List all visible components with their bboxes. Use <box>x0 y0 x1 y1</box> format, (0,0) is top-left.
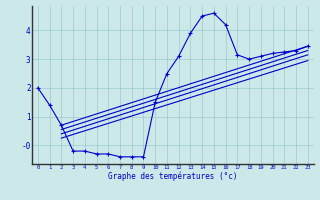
X-axis label: Graphe des températures (°c): Graphe des températures (°c) <box>108 172 237 181</box>
